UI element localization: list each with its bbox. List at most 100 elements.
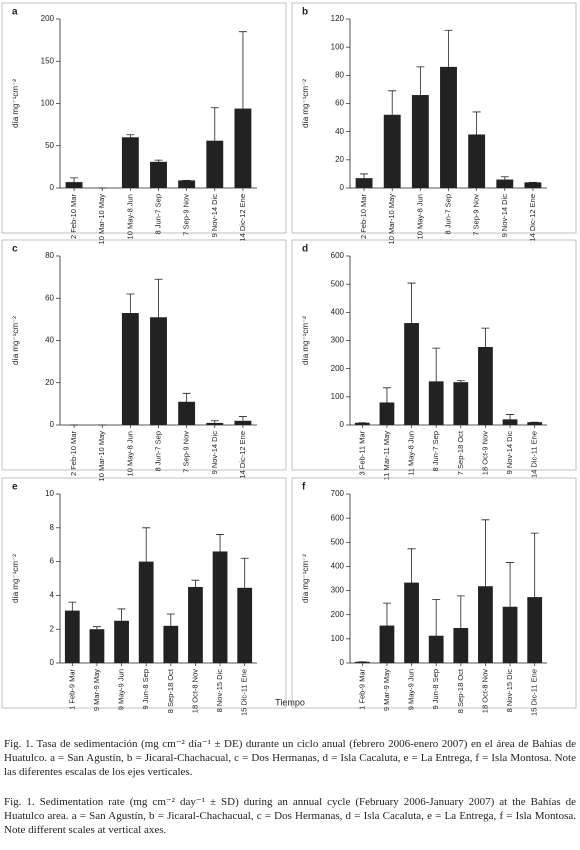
y-tick-label: 700	[331, 489, 345, 498]
bar	[496, 179, 514, 188]
error-bar	[407, 282, 416, 324]
error-bar	[182, 392, 191, 402]
x-tick-label: 2 Feb-10 Mar	[69, 194, 78, 240]
error-bar	[388, 90, 397, 115]
x-tick-label: 11 May-8 Jun	[407, 431, 416, 476]
bar	[440, 66, 457, 188]
y-tick-label: 0	[340, 658, 345, 667]
error-bar	[481, 327, 490, 347]
y-tick-label: 120	[331, 14, 345, 23]
x-tick-label: 9 Nov-14 Dic	[210, 194, 219, 238]
bar	[527, 422, 543, 425]
y-axis-label: día mg⁻¹cm⁻²	[301, 554, 310, 603]
bar	[478, 586, 493, 663]
bar	[89, 629, 105, 663]
x-tick-label: 9 Nov-14 Dic	[500, 194, 509, 238]
x-tick-label: 8 Sep-18 Oct	[166, 668, 175, 713]
panel-frame	[1, 477, 287, 709]
error-bar	[472, 111, 481, 135]
bar	[502, 606, 518, 663]
bar	[178, 401, 196, 425]
error-bar	[500, 176, 509, 180]
bar	[354, 422, 370, 425]
bar	[468, 134, 486, 188]
x-tick-label: 9 May-9 Jun	[407, 669, 416, 710]
error-bar	[456, 595, 465, 628]
error-bar	[240, 557, 249, 588]
bar	[212, 551, 228, 663]
bar	[502, 419, 518, 425]
x-tick-label: 3 Feb-11 Mar	[357, 431, 366, 476]
x-tick-label: 9 May-9 Jun	[117, 669, 126, 710]
bar	[234, 420, 252, 425]
error-bar	[506, 414, 515, 420]
error-bar	[238, 31, 247, 109]
y-tick-label: 0	[50, 420, 55, 429]
error-bar	[506, 562, 515, 607]
y-tick-label: 20	[335, 155, 344, 164]
error-bar	[166, 613, 175, 626]
panel-frame	[291, 239, 577, 471]
y-tick-label: 40	[45, 336, 54, 345]
y-tick-label: 600	[331, 251, 345, 260]
y-tick-label: 300	[331, 586, 345, 595]
bar	[383, 114, 401, 188]
bar	[234, 108, 252, 188]
bar	[206, 140, 224, 188]
y-tick-label: 200	[331, 364, 345, 373]
x-tick-label: 14 Dic-12 Ene	[528, 194, 537, 242]
panel-label: c	[12, 244, 18, 255]
error-bar	[126, 293, 135, 314]
y-tick-label: 150	[41, 56, 55, 65]
error-bar	[154, 159, 163, 162]
error-bar	[432, 599, 441, 636]
x-tick-label: 11 Mar-11 May	[382, 431, 391, 481]
x-tick-label: 14 Dic-11 Ene	[530, 431, 539, 478]
bar	[163, 625, 179, 663]
y-tick-label: 400	[331, 562, 345, 571]
error-bar	[444, 29, 453, 67]
y-tick-label: 100	[331, 42, 345, 51]
y-tick-label: 50	[45, 141, 54, 150]
bar	[237, 587, 253, 663]
y-tick-label: 0	[50, 658, 55, 667]
x-tick-label: 8 Jun-7 Sep	[431, 431, 440, 471]
error-bar	[432, 347, 441, 382]
x-tick-label: 9 Jun-8 Sep	[141, 669, 150, 709]
x-tick-label: 10 May-8 Jun	[125, 194, 134, 239]
panel-label: d	[302, 244, 308, 255]
x-tick-label: 18 Oct-8 Nov	[480, 669, 489, 713]
error-bar	[191, 579, 200, 587]
panel-label: e	[12, 482, 18, 493]
x-tick-label: 9 Mar-9 May	[382, 669, 391, 711]
bar	[65, 182, 83, 188]
x-tick-label: 7 Sep-9 Nov	[472, 194, 481, 236]
y-tick-label: 8	[50, 523, 55, 532]
x-tick-label: 9 Nov-14 Dic	[505, 431, 514, 475]
y-axis-label: día mg⁻¹cm⁻²	[11, 79, 20, 128]
panel-frame	[1, 239, 287, 471]
bar	[354, 661, 370, 663]
y-tick-label: 0	[50, 183, 55, 192]
y-tick-label: 400	[331, 307, 345, 316]
bar	[150, 161, 167, 188]
x-tick-label: 7 Sep-9 Nov	[182, 431, 191, 473]
panel-frame	[291, 477, 577, 709]
error-bar	[407, 548, 416, 583]
x-tick-label: 8 Jun-7 Sep	[153, 194, 162, 234]
error-bar	[68, 601, 77, 611]
y-tick-label: 2	[50, 624, 55, 633]
bar	[121, 137, 139, 188]
y-tick-label: 6	[50, 557, 55, 566]
error-bar	[70, 177, 79, 183]
y-tick-label: 80	[335, 70, 344, 79]
y-tick-label: 500	[331, 537, 345, 546]
y-tick-label: 300	[331, 336, 345, 345]
y-tick-label: 500	[331, 279, 345, 288]
x-axis-label: Tiempo	[275, 697, 305, 707]
bar	[138, 561, 154, 663]
x-tick-label: 8 Nov-15 Dic	[505, 669, 514, 713]
x-tick-label: 9 Nov-14 Dic	[210, 431, 219, 475]
bar	[379, 625, 395, 663]
